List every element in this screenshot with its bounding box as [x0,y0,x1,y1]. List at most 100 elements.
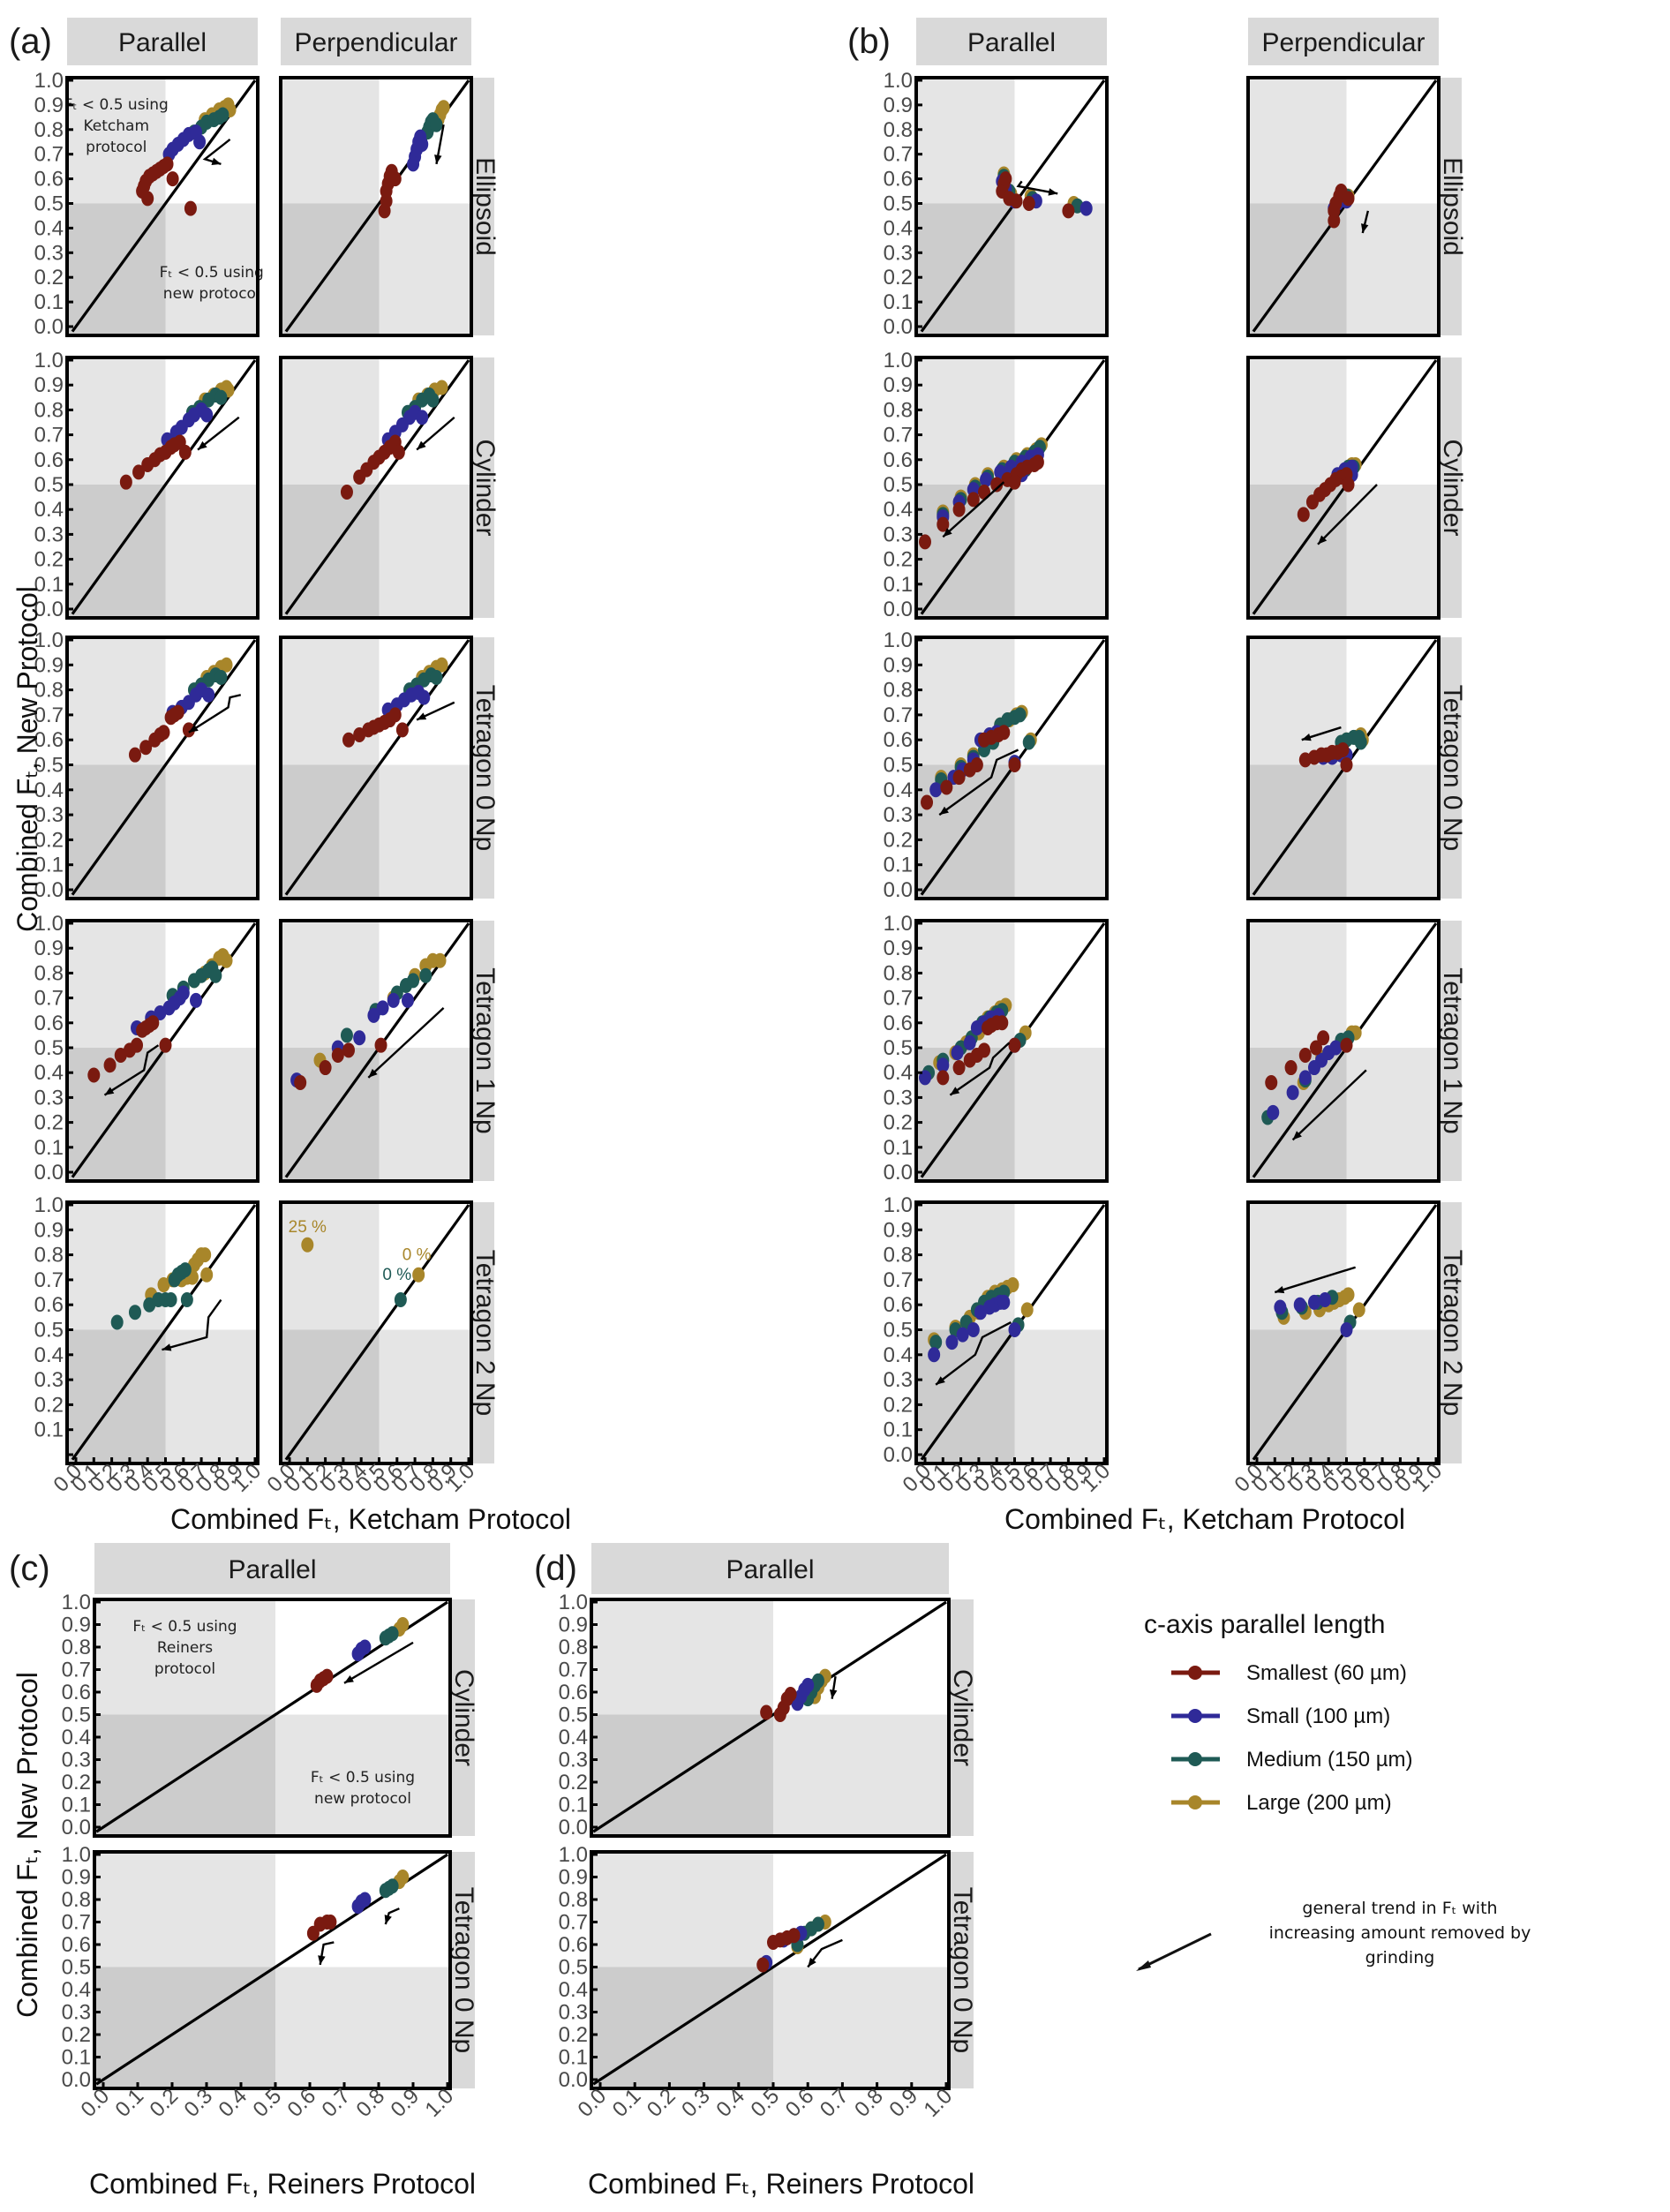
data-point-smallest [1031,455,1044,470]
data-point-medium [386,1626,399,1642]
data-point-medium [407,973,420,989]
strip-c-parallel: Parallel [94,1543,450,1594]
data-point-smallest [395,722,409,738]
y-tick-label: 0.4 [62,1978,91,2002]
data-point-large [220,657,233,673]
y-tick-label: 0.5 [62,1704,91,1727]
y-tick-label: 0.4 [884,779,913,802]
y-tick-label: 0.5 [34,192,64,216]
y-tick-label: 1.0 [34,912,64,936]
trend-arrowhead-icon [417,440,426,450]
panel-frame [279,1200,473,1465]
y-tick-label: 0.3 [62,2001,91,2025]
trend-arrow-icon [343,1641,414,1684]
quadrant-lower-right [1346,1329,1439,1463]
panel-b-perpendicular-tetragon-1-np [1246,919,1441,1183]
data-point-small [929,782,943,798]
quadrant-upper-left [916,637,1015,765]
data-point-large [435,657,448,673]
y-tick-label: 0.3 [884,1086,913,1110]
data-point-medium [430,669,443,685]
y-tick-label: 0.2 [884,828,913,852]
region-annotation: Fₜ < 0.5 using [132,1618,237,1636]
trend-arrow-icon [367,1006,445,1079]
panel-d-parallel-cylinder: Cylinder 0.00.10.20.30.40.50.60.70.80.91.… [559,1591,977,1840]
y-tick-label: 0.9 [884,653,913,677]
y-tick-label: 0.8 [884,679,913,703]
data-point-small [1293,1297,1306,1313]
y-tick-label: 1.0 [884,1193,913,1217]
y-tick-label: 0.7 [884,703,913,727]
row-strip-label: Cylinder [470,439,500,536]
row-strip-label: Cylinder [948,1669,977,1766]
data-point-small [1267,1104,1280,1120]
column-strip-label: Perpendicular [294,28,457,57]
row-strip-bg [471,1202,494,1463]
data-point-medium [811,1916,824,1932]
column-strip-bg [1248,18,1439,65]
y-tick-label: 0.9 [62,1866,91,1890]
quadrant-lower-right [165,203,258,335]
trend-arrow-icon [188,694,242,734]
trend-arrowhead-icon [384,1915,392,1925]
y-tick-label: 0.5 [34,1036,64,1060]
trend-arrowhead-icon [417,712,427,720]
data-point-small [177,985,190,1001]
y-tick-label: 0.2 [34,1393,64,1417]
data-point-medium [929,1335,943,1351]
y-tick-label: 1.0 [884,912,913,936]
y-tick-label: 1.0 [559,1591,588,1614]
panel-frame [1246,76,1441,337]
trend-arrowhead-icon [162,1343,172,1351]
y-tick-label: 1.0 [559,1843,588,1867]
row-strip-bg [1439,921,1462,1181]
y-tick-label: 0.4 [884,1061,913,1085]
column-strip-label: Perpendicular [1261,28,1425,57]
trend-arrow-icon [1317,484,1378,545]
trend-arrowhead-icon [808,1957,816,1967]
data-point-smallest [119,474,132,490]
data-point-small [1298,1070,1312,1086]
data-point-smallest [967,492,980,508]
y-tick-label: 0.8 [62,1888,91,1912]
legend-item-medium: Medium (150 µm) [1171,1748,1413,1772]
data-point-smallest [937,516,950,532]
quadrant-lower-right [1014,1048,1107,1181]
data-point-medium [178,1262,192,1278]
panel-a-perpendicular-tetragon-1-np [279,919,473,1183]
row-strip-label: Tetragon 2 Np [470,1250,500,1416]
y-tick-label: 0.7 [559,1911,588,1935]
strip-b-perpendicular: Perpendicular [1248,18,1439,65]
y-tick-label: 0.0 [34,598,64,621]
panel-frame [914,636,1109,900]
y-tick-label: 0.7 [34,987,64,1011]
text-layer: Combined Fₜ, New Protocol Combined Fₜ, K… [11,586,1405,2200]
y-tick-label: 0.6 [62,1681,91,1704]
y-tick-label: 0.9 [884,1218,913,1242]
panel-letter: (b) [847,22,891,61]
trend-arrow-icon [1138,1932,1212,1971]
column-strip-bg [94,1543,450,1594]
trend-arrowhead-icon [939,806,949,816]
y-tick-label: 0.3 [884,241,913,265]
data-point-smallest [756,1957,770,1973]
quadrant-upper-left [1248,78,1347,204]
trend-arrowhead-icon [188,724,199,733]
trend-arrow-icon [935,1320,1012,1386]
quadrant-lower-right [773,1967,949,2088]
data-point-smallest [184,200,197,216]
quadrant-lower-right [379,764,471,899]
data-point-smallest [1010,193,1023,209]
y-tick-label: 0.2 [559,2023,588,2047]
quadrant-upper-left [1248,357,1347,485]
data-point-smallest [294,1074,307,1090]
panel-b-parallel-cylinder: Cylinder 0.00.10.20.30.40.50.60.70.80.91.… [884,349,1467,621]
y-tick-label: 0.4 [62,1726,91,1749]
data-point-smallest [1336,742,1350,758]
y-tick-label: 0.5 [34,1319,64,1343]
point-label: 0 % [402,1245,432,1264]
y-tick-label: 0.9 [34,373,64,397]
strip-b-parallel: Parallel [916,18,1107,65]
quadrant-upper-left [591,1599,773,1715]
